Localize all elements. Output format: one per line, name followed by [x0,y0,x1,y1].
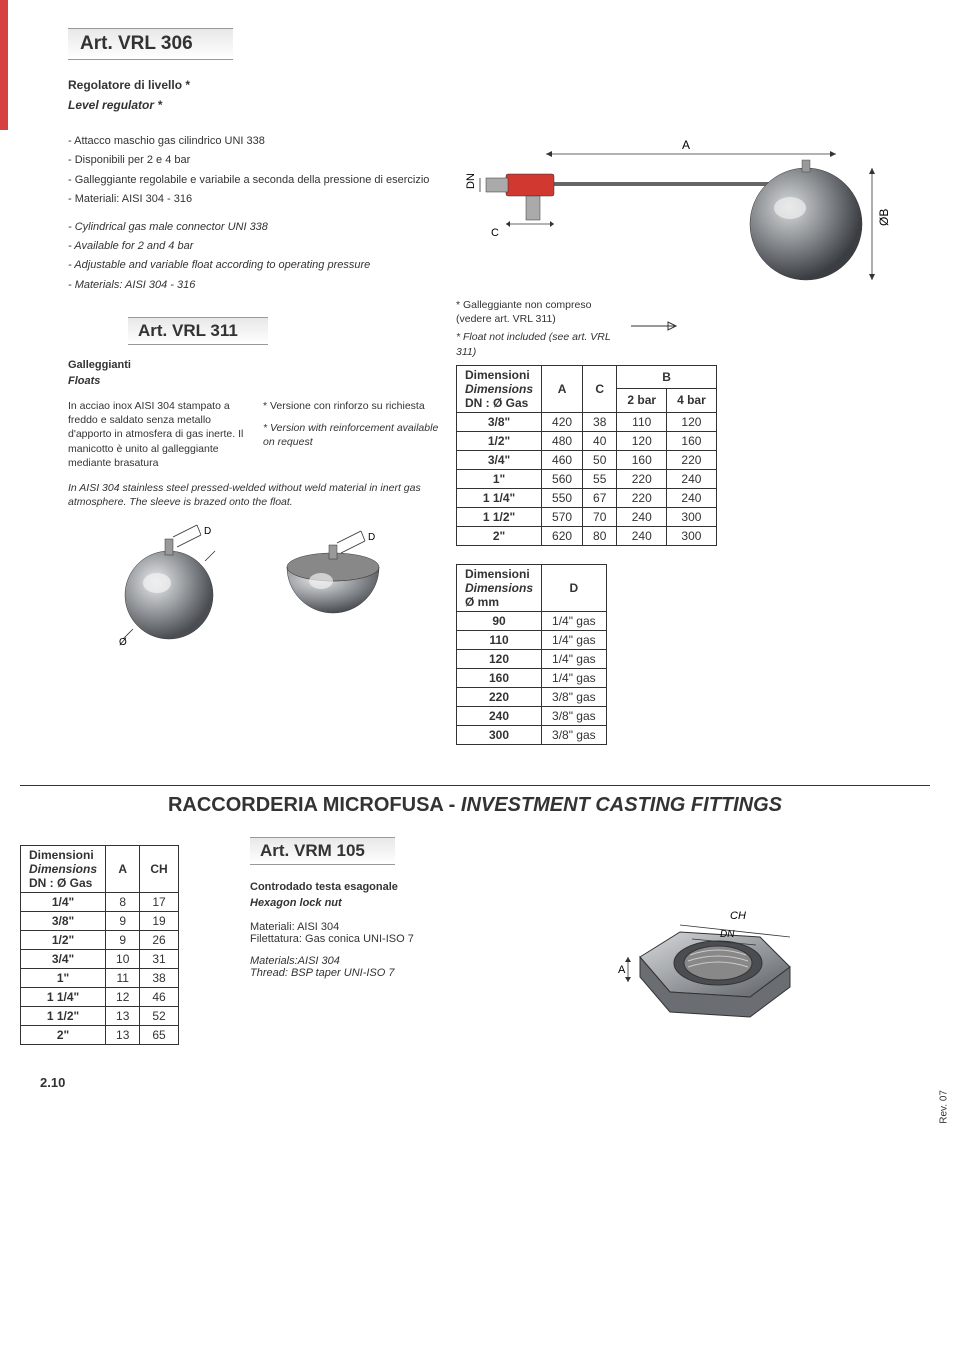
vrm105-mat-en1: Materials:AISI 304 [250,955,550,967]
vrl306-diagram: A DN C [456,134,930,294]
table-row: 1101/4" gas [457,630,607,649]
table-row: 1 1/2"1352 [21,1006,179,1025]
table-row: 1"56055220240 [457,469,717,488]
vrm105-table: Dimensioni Dimensions DN : Ø Gas A CH 1/… [20,845,179,1045]
float-diagrams: D Ø [68,517,440,647]
table-row: 3/8"919 [21,911,179,930]
svg-text:A: A [682,138,690,152]
svg-text:DN: DN [465,173,477,189]
svg-text:ØB: ØB [877,209,891,226]
table-row: 1"1138 [21,968,179,987]
art-vrm105-title: Art. VRM 105 [260,841,365,860]
revision-label: Rev. 07 [939,1090,950,1124]
table-row: 901/4" gas [457,611,607,630]
vrl306-subtitle-it: Regolatore di livello * [68,78,930,92]
vrl306-table: Dimensioni Dimensions DN : Ø Gas A C B 2… [456,365,717,546]
table-row: 1601/4" gas [457,668,607,687]
table-row: 1 1/4"55067220240 [457,488,717,507]
svg-text:DN: DN [720,929,735,940]
vrl311-sub-it: Galleggianti [68,359,440,371]
section2-title: RACCORDERIA MICROFUSA - INVESTMENT CASTI… [20,785,930,817]
table-row: 1201/4" gas [457,649,607,668]
vrl311-table: Dimensioni Dimensions Ø mm D 901/4" gas1… [456,564,607,745]
arrow-icon [626,316,686,336]
table-row: 3/4"46050160220 [457,450,717,469]
vrl306-desc-en: - Cylindrical gas male connector UNI 338… [68,220,440,294]
vrm105-sub-en: Hexagon lock nut [250,897,550,909]
vrm105-mat-it2: Filettatura: Gas conica UNI-ISO 7 [250,933,550,945]
table-row: 3003/8" gas [457,725,607,744]
vrm105-mat-it1: Materiali: AISI 304 [250,921,550,933]
art-vrl306-header: Art. VRL 306 [68,28,233,60]
vrl306-subtitle-en: Level regulator * [68,98,930,112]
red-accent-strip [0,0,8,130]
table-row: 2403/8" gas [457,706,607,725]
float-sphere-diagram: D Ø [109,517,239,647]
svg-text:A: A [618,964,626,976]
art-vrm105-header: Art. VRM 105 [250,837,395,865]
svg-text:D: D [368,532,375,543]
table-row: 3/8"42038110120 [457,412,717,431]
table-row: 1/4"817 [21,892,179,911]
svg-text:D: D [204,526,211,537]
art-vrl311-title: Art. VRL 311 [138,321,238,340]
table-row: 1/2"926 [21,930,179,949]
svg-text:C: C [491,227,499,239]
table-row: 3/4"1031 [21,949,179,968]
table-row: 1 1/4"1246 [21,987,179,1006]
art-vrl311-header: Art. VRL 311 [128,317,268,345]
vrm105-mat-en2: Thread: BSP taper UNI-ISO 7 [250,967,550,979]
table-row: 1/2"48040120160 [457,431,717,450]
table-row: 2"1365 [21,1025,179,1044]
vrl306-note-en: * Float not included (see art. VRL 311) [456,330,616,358]
vrm105-diagram: CH DN A [580,837,930,1042]
vrl311-notes: * Versione con rinforzo su richiesta * V… [263,399,440,470]
svg-text:CH: CH [730,910,746,922]
float-hemisphere-diagram: D [269,517,399,627]
vrl311-desc-it: In acciao inox AISI 304 stampato a fredd… [68,399,245,470]
table-row: 2203/8" gas [457,687,607,706]
art-vrl306-title: Art. VRL 306 [80,33,193,54]
table-row: 2"62080240300 [457,526,717,545]
vrl306-desc-it: - Attacco maschio gas cilindrico UNI 338… [68,134,440,208]
vrl311-sub-en: Floats [68,375,440,387]
vrl306-note-it: * Galleggiante non compreso (vedere art.… [456,298,616,326]
svg-text:Ø: Ø [119,637,127,647]
vrm105-sub-it: Controdado testa esagonale [250,881,550,893]
page-number: 2.10 [20,1075,930,1090]
table-row: 1 1/2"57070240300 [457,507,717,526]
vrl311-desc-en: In AISI 304 stainless steel pressed-weld… [68,482,440,509]
